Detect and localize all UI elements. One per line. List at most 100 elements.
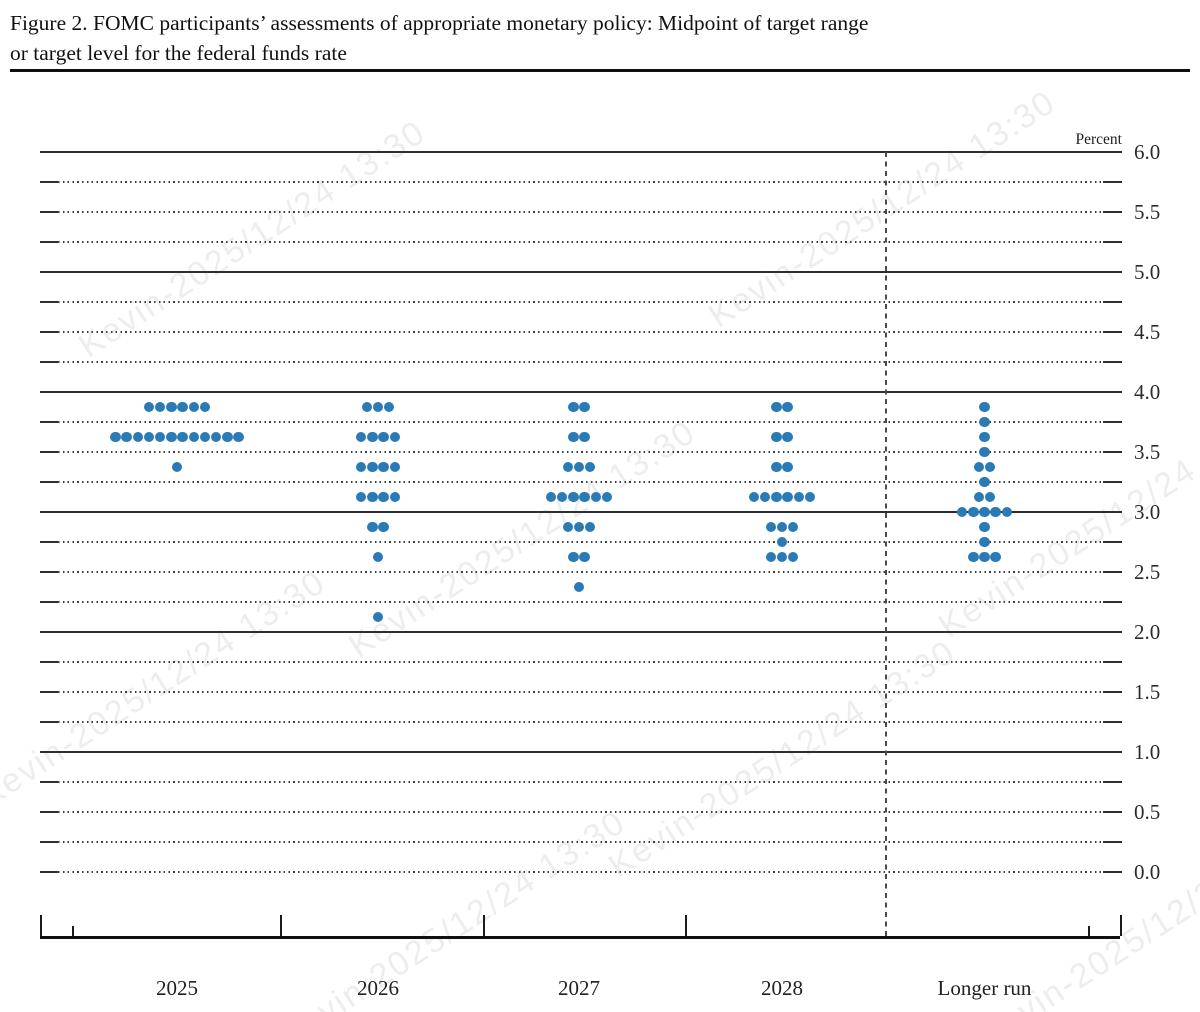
y-tick-right (1103, 721, 1122, 723)
y-tick-left (40, 181, 58, 183)
y-tick-right (1103, 601, 1122, 603)
dot (143, 401, 155, 413)
dot (383, 401, 395, 413)
dot (782, 431, 793, 443)
gridline-dotted (58, 211, 1103, 213)
gridline-dotted (58, 361, 1103, 363)
dot (956, 506, 968, 518)
y-tick-left (40, 241, 58, 243)
y-tick-label: 4.0 (1134, 380, 1161, 404)
dot (776, 536, 788, 548)
y-axis-unit-label: Percent (1075, 131, 1122, 148)
dot (968, 551, 979, 563)
dot (367, 491, 378, 503)
dot (979, 536, 990, 548)
gridline-solid (40, 751, 1122, 753)
dot (579, 401, 590, 413)
title-divider-rule (10, 69, 1190, 72)
y-tick-right (1103, 421, 1122, 423)
y-tick-left (40, 421, 58, 423)
dot (990, 506, 1001, 518)
dot (979, 476, 990, 488)
dot (355, 491, 367, 503)
gridline-solid (40, 271, 1122, 273)
dot (979, 431, 990, 443)
gridline-dotted (58, 451, 1103, 453)
dot (984, 461, 996, 473)
x-axis-minor-tick (72, 926, 74, 936)
y-tick-left (40, 871, 58, 873)
dot (166, 401, 177, 413)
x-category-label: Longer run (937, 976, 1032, 1000)
y-tick-right (1103, 211, 1122, 213)
dot (166, 431, 177, 443)
dot (171, 461, 183, 473)
dot (378, 521, 389, 533)
x-axis-major-tick (1120, 915, 1122, 936)
dot (584, 461, 596, 473)
dot (579, 491, 590, 503)
dot (782, 461, 793, 473)
dot (177, 401, 188, 413)
y-tick-label: 1.0 (1134, 740, 1161, 764)
dot (973, 461, 985, 473)
dot (990, 551, 1001, 563)
dot (759, 491, 771, 503)
dot (367, 461, 378, 473)
x-category-label: 2026 (357, 976, 399, 1000)
gridline-dotted (58, 841, 1103, 843)
dot (562, 521, 574, 533)
y-tick-right (1103, 691, 1122, 693)
y-tick-left (40, 571, 58, 573)
y-tick-label: 1.5 (1134, 680, 1161, 704)
y-tick-label: 0.5 (1134, 800, 1161, 824)
dot (804, 491, 816, 503)
dot (199, 401, 211, 413)
watermark-text: Kevin-2025/12/24 13:30 (602, 632, 963, 886)
y-tick-left (40, 481, 58, 483)
dot (143, 431, 155, 443)
dot (979, 401, 990, 413)
dot (199, 431, 211, 443)
dot (765, 521, 777, 533)
dot (979, 506, 990, 518)
y-tick-right (1103, 571, 1122, 573)
dot (372, 611, 384, 623)
dot (771, 461, 782, 473)
x-axis-major-tick (685, 915, 687, 936)
y-tick-right (1103, 181, 1122, 183)
dot (771, 401, 782, 413)
watermark-text: Kevin-2025/12/24 13:30 (702, 82, 1063, 336)
dot (389, 461, 401, 473)
y-tick-right (1103, 451, 1122, 453)
dot (367, 521, 378, 533)
gridline-dotted (58, 421, 1103, 423)
dot (188, 401, 200, 413)
y-tick-label: 3.5 (1134, 440, 1161, 464)
gridline-dotted (58, 781, 1103, 783)
y-tick-left (40, 661, 58, 663)
dot (372, 401, 384, 413)
x-axis-major-tick (483, 915, 485, 936)
y-tick-label: 6.0 (1134, 140, 1161, 164)
dot (132, 431, 144, 443)
dot (776, 521, 788, 533)
gridline-dotted (58, 601, 1103, 603)
dot (568, 401, 579, 413)
dot (568, 431, 579, 443)
y-tick-right (1103, 841, 1122, 843)
dot (968, 506, 979, 518)
dot (979, 416, 990, 428)
dot (979, 551, 990, 563)
y-tick-left (40, 211, 58, 213)
gridline-dotted (58, 571, 1103, 573)
figure-title: Figure 2. FOMC participants’ assessments… (10, 8, 1170, 68)
dot (584, 521, 596, 533)
dot (367, 431, 378, 443)
x-category-label: 2025 (156, 976, 198, 1000)
y-tick-label: 2.0 (1134, 620, 1161, 644)
dot (984, 491, 996, 503)
y-tick-label: 3.0 (1134, 500, 1161, 524)
gridline-solid (40, 511, 1122, 513)
